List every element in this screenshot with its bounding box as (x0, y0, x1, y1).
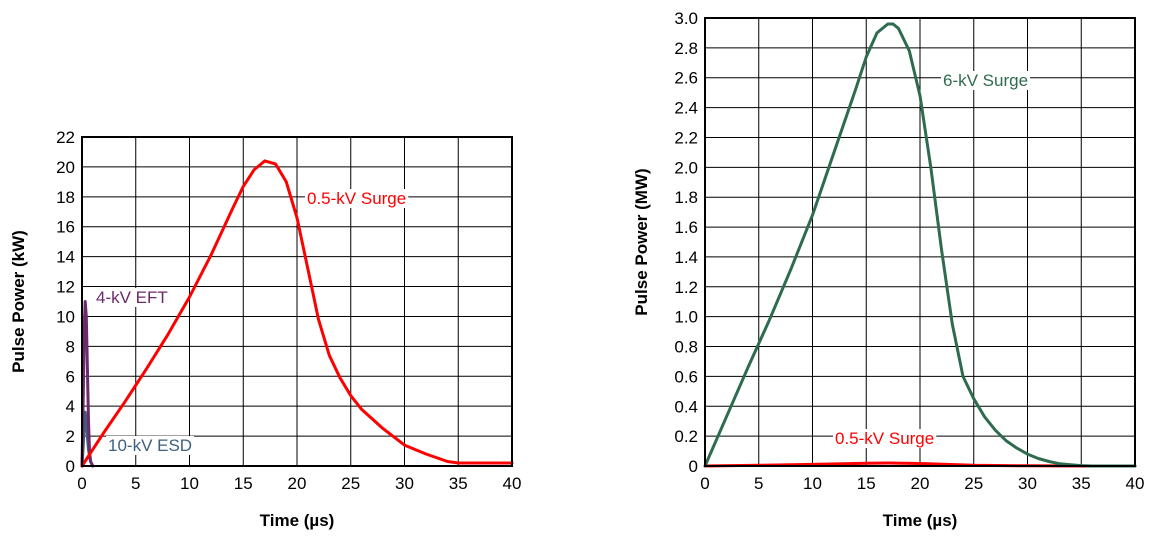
left-tick-labels: 0 5 10 15 20 25 30 35 40 0 2 4 6 8 10 12 14 16 18 20 22 (56, 128, 521, 493)
y-tick-label: 0.4 (674, 397, 698, 416)
left-annotation-surge: 0.5-kV Surge (305, 189, 409, 208)
x-tick-label: 5 (754, 474, 763, 493)
x-tick-label: 0 (700, 474, 709, 493)
x-tick-label: 15 (857, 474, 876, 493)
x-tick-label: 10 (803, 474, 822, 493)
left-chart: 0 5 10 15 20 25 30 35 40 0 2 4 6 8 10 12 14 16 18 20 22 Time… (9, 128, 521, 530)
left-annotation-surge-label: 0.5-kV Surge (307, 189, 406, 208)
right-x-axis-title: Time (µs) (883, 511, 958, 530)
y-tick-label: 0.2 (674, 427, 698, 446)
y-tick-label: 3.0 (674, 9, 698, 28)
x-tick-label: 35 (449, 474, 468, 493)
y-tick-label: 12 (56, 278, 75, 297)
left-x-axis-title: Time (µs) (260, 511, 335, 530)
right-annotation-05kv-surge: 0.5-kV Surge (833, 429, 937, 448)
y-tick-label: 1.2 (674, 278, 698, 297)
y-tick-label: 2.0 (674, 158, 698, 177)
y-tick-label: 6 (66, 367, 75, 386)
y-tick-label: 1.0 (674, 308, 698, 327)
left-plot-frame (81, 136, 513, 467)
right-annotation-05kv-surge-label: 0.5-kV Surge (835, 429, 934, 448)
x-tick-label: 25 (964, 474, 983, 493)
y-tick-label: 2 (66, 427, 75, 446)
y-tick-label: 16 (56, 218, 75, 237)
x-tick-label: 20 (288, 474, 307, 493)
y-tick-label: 14 (56, 248, 75, 267)
right-plot-frame (704, 17, 1136, 467)
y-tick-label: 1.4 (674, 248, 698, 267)
x-tick-label: 40 (1126, 474, 1145, 493)
y-tick-label: 2.8 (674, 39, 698, 58)
series-line (80, 159, 514, 468)
y-tick-label: 2.6 (674, 69, 698, 88)
y-tick-label: 20 (56, 158, 75, 177)
left-series-lines (80, 159, 514, 468)
y-tick-label: 0.8 (674, 338, 698, 357)
y-tick-label: 0 (689, 457, 698, 476)
left-annotation-eft: 4-kV EFT (94, 288, 170, 307)
y-tick-label: 1.8 (674, 188, 698, 207)
left-annotation-esd-label: 10-kV ESD (108, 436, 192, 455)
right-gridlines (704, 17, 1136, 467)
x-tick-label: 20 (911, 474, 930, 493)
left-annotation-eft-label: 4-kV EFT (96, 288, 168, 307)
y-tick-label: 10 (56, 307, 75, 326)
x-tick-label: 25 (341, 474, 360, 493)
x-tick-label: 15 (234, 474, 253, 493)
y-tick-label: 0 (66, 457, 75, 476)
x-tick-label: 5 (131, 474, 140, 493)
left-annotation-esd: 10-kV ESD (106, 436, 195, 455)
x-tick-label: 35 (1072, 474, 1091, 493)
x-tick-label: 10 (180, 474, 199, 493)
y-tick-label: 2.4 (674, 99, 698, 118)
x-tick-label: 0 (77, 474, 86, 493)
right-y-axis-title: Pulse Power (MW) (632, 168, 651, 315)
right-chart: 0 5 10 15 20 25 30 35 40 0 0.2 0.4 0.6 0.8 1.0 1.2 1.4 1.… (632, 9, 1144, 530)
right-annotation-6kv-surge-label: 6-kV Surge (943, 71, 1028, 90)
y-tick-label: 22 (56, 128, 75, 147)
y-tick-label: 1.6 (674, 218, 698, 237)
x-tick-label: 40 (503, 474, 522, 493)
y-tick-label: 4 (66, 397, 75, 416)
x-tick-label: 30 (1018, 474, 1037, 493)
y-tick-label: 2.2 (674, 128, 698, 147)
series-line (703, 22, 1137, 468)
right-tick-labels: 0 5 10 15 20 25 30 35 40 0 0.2 0.4 0.6 0.8 1.0 1.2 1.4 1.… (674, 9, 1144, 493)
left-y-axis-title: Pulse Power (kW) (9, 230, 28, 373)
y-tick-label: 18 (56, 188, 75, 207)
y-tick-label: 0.6 (674, 367, 698, 386)
x-tick-label: 30 (395, 474, 414, 493)
y-tick-label: 8 (66, 337, 75, 356)
right-annotation-6kv-surge: 6-kV Surge (941, 71, 1031, 90)
